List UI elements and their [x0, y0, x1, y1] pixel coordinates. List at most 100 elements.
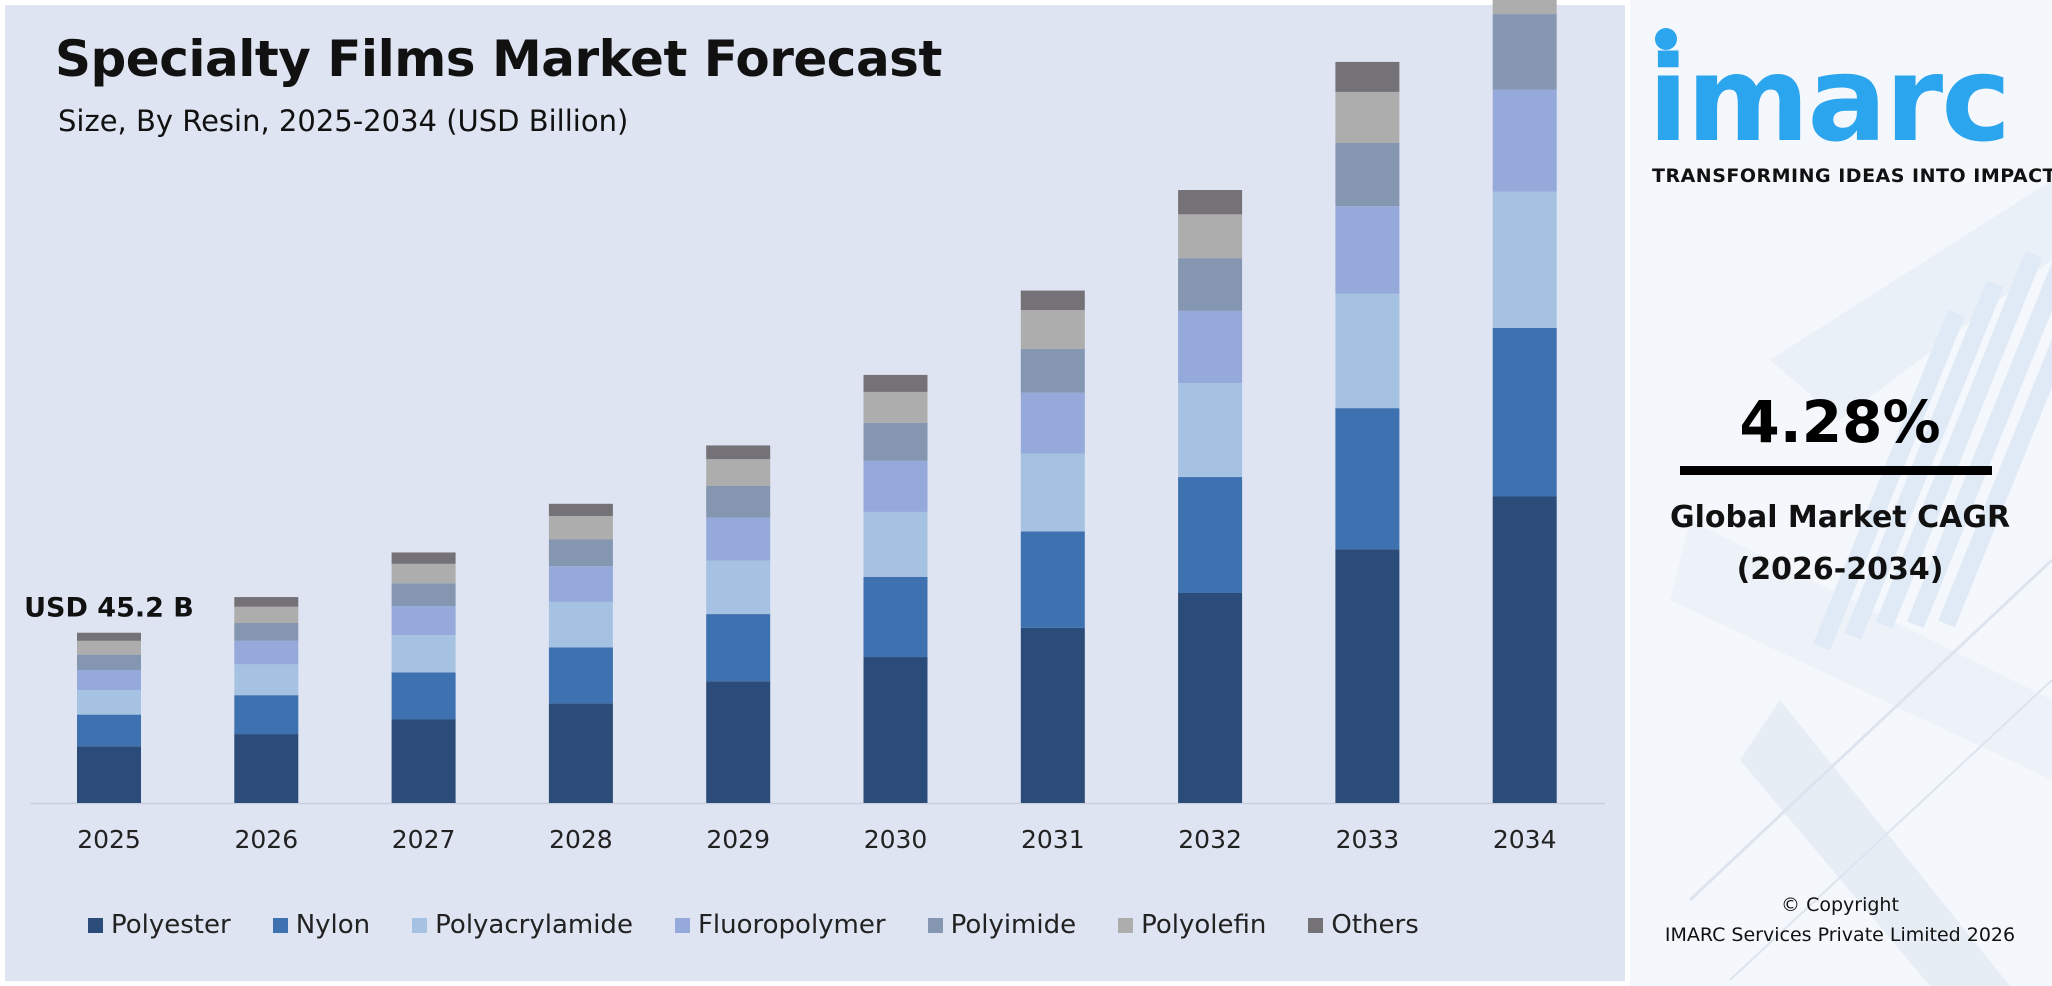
bar-stack-2033 — [1335, 61, 1400, 803]
bar-segment-polyimide-2026 — [234, 623, 299, 641]
bar-segment-polyacrylamide-2027 — [391, 635, 456, 673]
cagr-value: 4.28% — [1739, 388, 1941, 456]
bar-segment-nylon-2027 — [391, 672, 456, 720]
bar-segment-nylon-2033 — [1335, 408, 1400, 550]
bar-stack-2028 — [548, 503, 613, 803]
bar-segment-others-2026 — [234, 597, 299, 607]
bar-segment-nylon-2028 — [548, 647, 613, 704]
stacked-bar-chart: 2025 2026 2027 2028 2029 2030 2031 2032 2033 2034… — [24, 0, 1605, 854]
decorative-background-graphic — [1670, 180, 2052, 986]
bar-segment-polyimide-2025 — [77, 654, 141, 671]
bar-segment-nylon-2032 — [1178, 477, 1243, 593]
bar-segment-polyimide-2032 — [1178, 258, 1243, 311]
x-tick-label-2030: 2030 — [864, 825, 928, 854]
x-tick-label-2027: 2027 — [392, 825, 456, 854]
bar-segment-polyimide-2029 — [706, 485, 771, 518]
bar-segment-polyester-2029 — [706, 681, 771, 803]
bar-segment-others-2027 — [391, 552, 456, 564]
legend-swatch — [1118, 917, 1134, 933]
bar-segment-polyacrylamide-2031 — [1020, 453, 1085, 532]
bar-stack-2029 — [706, 445, 771, 803]
legend-label: Nylon — [295, 910, 371, 940]
bar-segment-others-2029 — [706, 445, 771, 460]
bar-segment-polyacrylamide-2032 — [1178, 383, 1243, 478]
chart-title: Specialty Films Market Forecast — [55, 30, 942, 88]
bar-segment-others-2030 — [863, 374, 928, 392]
bar-stack-2025 — [77, 632, 141, 803]
cagr-label-line2: (2026-2034) — [1736, 552, 1944, 587]
bar-segment-polyolefin-2027 — [391, 563, 456, 584]
bar-segment-polyimide-2031 — [1020, 348, 1085, 393]
bar-segment-polyester-2026 — [234, 734, 299, 803]
legend-swatch — [412, 917, 428, 933]
legend-item-polyimide: Polyimide — [927, 910, 1077, 940]
cagr-label-line1: Global Market CAGR — [1669, 500, 2011, 535]
bar-segment-nylon-2025 — [77, 714, 141, 747]
bar-segment-polyacrylamide-2025 — [77, 690, 141, 715]
bar-segment-polyester-2033 — [1335, 549, 1400, 803]
legend-label: Fluoropolymer — [697, 910, 886, 940]
bar-stack-2034 — [1492, 0, 1557, 803]
cagr-divider — [1680, 466, 1992, 475]
copyright-line1: © Copyright — [1781, 894, 1899, 916]
copyright-notice: © Copyright IMARC Services Private Limit… — [1640, 890, 2040, 950]
bar-segment-polyacrylamide-2030 — [863, 511, 928, 577]
bar-segment-polyolefin-2032 — [1178, 214, 1243, 259]
x-tick-label-2028: 2028 — [549, 825, 613, 854]
copyright-line2: IMARC Services Private Limited 2026 — [1664, 924, 2016, 946]
brand-logo-wordmark: imarc — [1648, 30, 2011, 168]
bar-segment-polyolefin-2030 — [863, 391, 928, 423]
legend-item-others: Others — [1308, 910, 1419, 940]
bar-segment-nylon-2034 — [1492, 327, 1557, 497]
bar-segment-fluoropolymer-2031 — [1020, 392, 1085, 454]
x-tick-label-2026: 2026 — [234, 825, 298, 854]
bar-segment-polyimide-2030 — [863, 422, 928, 461]
bar-segment-polyacrylamide-2028 — [548, 601, 613, 648]
bar-segment-nylon-2030 — [863, 576, 928, 658]
brand-tagline: TRANSFORMING IDEAS INTO IMPACT — [1652, 165, 2052, 187]
legend-label: Polyimide — [950, 910, 1077, 940]
legend-swatch — [272, 917, 288, 933]
bar-segment-polyolefin-2033 — [1335, 91, 1400, 143]
x-tick-label-2031: 2031 — [1021, 825, 1085, 854]
legend-label: Polyacrylamide — [435, 910, 633, 940]
bar-segment-polyester-2027 — [391, 719, 456, 803]
bar-stack-2027 — [391, 552, 456, 803]
bar-stack-2031 — [1020, 290, 1085, 803]
bar-segment-polyolefin-2025 — [77, 640, 141, 655]
bar-stack-2032 — [1178, 190, 1243, 803]
bar-segment-fluoropolymer-2032 — [1178, 310, 1243, 383]
total-annotation-2025: USD 45.2 B — [24, 593, 194, 624]
bar-segment-polyolefin-2034 — [1492, 0, 1557, 15]
chart-legend: Polyester Nylon Polyacrylamide Fluoropolyme… — [88, 910, 1461, 940]
bar-segment-fluoropolymer-2028 — [548, 566, 613, 602]
bar-segment-others-2033 — [1335, 61, 1400, 92]
bar-segment-nylon-2026 — [234, 695, 299, 735]
legend-swatch — [927, 917, 943, 933]
x-tick-label-2029: 2029 — [706, 825, 770, 854]
legend-label: Others — [1331, 910, 1419, 940]
legend-item-polyester: Polyester — [88, 910, 231, 940]
bar-segment-fluoropolymer-2034 — [1492, 89, 1557, 192]
bar-segment-polyacrylamide-2029 — [706, 560, 771, 615]
bar-segment-fluoropolymer-2030 — [863, 460, 928, 512]
bar-segment-others-2031 — [1020, 290, 1085, 311]
bar-segment-polyacrylamide-2034 — [1492, 191, 1557, 328]
bar-segment-polyolefin-2028 — [548, 515, 613, 540]
chart-subtitle: Size, By Resin, 2025-2034 (USD Billion) — [58, 104, 629, 138]
bar-segment-polyester-2025 — [77, 746, 141, 803]
bar-segment-nylon-2029 — [706, 614, 771, 682]
bar-segment-polyester-2028 — [548, 703, 613, 803]
legend-item-polyacrylamide: Polyacrylamide — [412, 910, 633, 940]
bar-segment-others-2028 — [548, 503, 613, 516]
legend-swatch — [674, 917, 690, 933]
bar-segment-fluoropolymer-2029 — [706, 517, 771, 561]
bar-segment-polyolefin-2026 — [234, 606, 299, 623]
bar-segment-polyacrylamide-2033 — [1335, 293, 1400, 409]
bar-segment-polyolefin-2029 — [706, 459, 771, 486]
bar-segment-polyimide-2034 — [1492, 14, 1557, 90]
legend-item-fluoropolymer: Fluoropolymer — [674, 910, 886, 940]
cagr-label: Global Market CAGR (2026-2034) — [1640, 492, 2040, 596]
brand-dot — [1655, 28, 1677, 50]
bar-segment-polyimide-2028 — [548, 539, 613, 567]
